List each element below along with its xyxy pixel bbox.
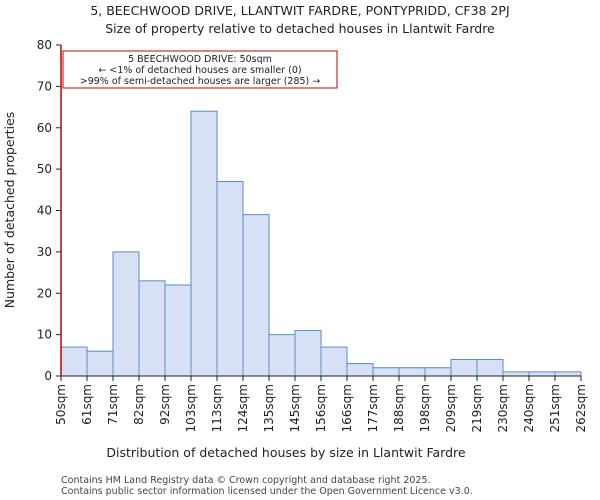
x-tick-label: 166sqm	[340, 384, 354, 432]
x-tick-label: 61sqm	[80, 384, 94, 425]
x-tick-label: 50sqm	[54, 384, 68, 425]
x-tick-label: 209sqm	[444, 384, 458, 432]
histogram-bar	[294, 329, 322, 377]
x-axis-label: Distribution of detached houses by size …	[106, 445, 465, 460]
y-tick-label: 50	[37, 162, 52, 176]
x-tick-label: 240sqm	[522, 384, 536, 432]
chart-subtitle: Size of property relative to detached ho…	[105, 21, 495, 36]
x-tick-label: 92sqm	[158, 384, 172, 425]
histogram-bar	[190, 110, 218, 377]
footer-line-1: Contains HM Land Registry data © Crown c…	[61, 475, 431, 486]
histogram-bar	[502, 371, 530, 377]
y-axis-ticks: 0 10 20 30 40 50 60 70 80	[37, 38, 61, 383]
histogram-bar	[138, 280, 166, 377]
histogram-bar	[450, 358, 478, 377]
y-tick-label: 60	[37, 121, 52, 135]
x-tick-label: 156sqm	[314, 384, 328, 432]
annotation-border	[62, 50, 338, 89]
histogram-bar	[372, 367, 400, 377]
y-tick-label: 20	[37, 286, 52, 300]
histogram-bar	[346, 363, 374, 377]
histogram-bar	[398, 367, 426, 377]
y-tick-label: 70	[37, 79, 52, 93]
histogram-bar	[320, 346, 348, 377]
x-tick-label: 188sqm	[392, 384, 406, 432]
x-tick-label: 103sqm	[184, 384, 198, 432]
y-tick-label: 0	[44, 369, 52, 383]
bars-layer	[60, 110, 582, 377]
footer-line-2: Contains public sector information licen…	[61, 486, 473, 497]
chart-title: 5, BEECHWOOD DRIVE, LLANTWIT FARDRE, PON…	[90, 3, 509, 18]
x-tick-label: 262sqm	[574, 384, 588, 432]
x-tick-label: 82sqm	[132, 384, 146, 425]
histogram-bar	[60, 346, 88, 377]
histogram-bar	[424, 367, 452, 377]
x-tick-label: 198sqm	[418, 384, 432, 432]
x-tick-label: 145sqm	[288, 384, 302, 432]
x-tick-label: 219sqm	[470, 384, 484, 432]
histogram-bar	[216, 181, 244, 377]
y-tick-label: 10	[37, 328, 52, 342]
histogram-bar	[268, 334, 296, 377]
histogram-bar	[242, 214, 270, 377]
annotation-line-3: >99% of semi-detached houses are larger …	[80, 76, 321, 87]
histogram-bar	[476, 358, 504, 377]
y-tick-label: 80	[37, 38, 52, 52]
histogram-bar	[112, 251, 140, 377]
histogram-bar	[164, 284, 192, 377]
histogram-bar	[528, 371, 556, 377]
x-tick-label: 71sqm	[106, 384, 120, 425]
annotation-line-1: 5 BEECHWOOD DRIVE: 50sqm	[128, 54, 272, 65]
y-tick-label: 30	[37, 245, 52, 259]
y-axis-label: Number of detached properties	[2, 112, 17, 309]
x-tick-label: 135sqm	[262, 384, 276, 432]
x-tick-label: 124sqm	[236, 384, 250, 432]
x-tick-label: 113sqm	[210, 384, 224, 432]
histogram-bar	[554, 371, 582, 377]
annotation-box: 5 BEECHWOOD DRIVE: 50sqm ← <1% of detach…	[62, 50, 338, 89]
annotation-line-2: ← <1% of detached houses are smaller (0)	[98, 65, 301, 76]
histogram-bar	[86, 350, 114, 377]
x-axis-ticks: 50sqm 61sqm 71sqm 82sqm 92sqm 103sqm 113sqm 124…	[54, 376, 588, 432]
x-tick-label: 230sqm	[496, 384, 510, 432]
y-tick-label: 40	[37, 204, 52, 218]
x-tick-label: 177sqm	[366, 384, 380, 432]
x-tick-label: 251sqm	[548, 384, 562, 432]
